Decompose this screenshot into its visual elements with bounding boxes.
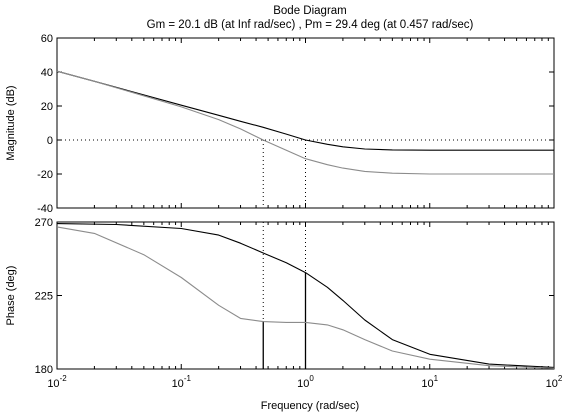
y-axis-label: Phase (deg) xyxy=(5,266,17,326)
phase-plot: 180 225 270 Phase (deg) 10-2 10-1 100 101 102 xyxy=(5,217,563,390)
y-tick-label: 60 xyxy=(41,33,53,45)
series-line-1 xyxy=(56,70,554,151)
x-tick-label: 101 xyxy=(421,374,438,390)
y-tick-label: 40 xyxy=(41,67,53,79)
x-tick-label: 10-1 xyxy=(172,374,192,390)
x-tick-label: 10-2 xyxy=(47,374,67,390)
series-line-1 xyxy=(56,223,555,368)
y-tick-label: -40 xyxy=(37,203,53,215)
x-tick-label: 102 xyxy=(546,374,563,390)
series-line-2 xyxy=(56,226,555,369)
y-tick-label: -20 xyxy=(37,169,53,181)
y-tick-label: 20 xyxy=(41,101,53,113)
y-axis-label: Magnitude (dB) xyxy=(5,85,17,160)
y-tick-label: 0 xyxy=(47,135,53,147)
series-line-2 xyxy=(56,70,554,175)
chart-title: Bode Diagram xyxy=(273,5,347,17)
x-tick-label: 100 xyxy=(297,374,314,390)
y-tick-label: 270 xyxy=(35,217,53,229)
plot-frame xyxy=(56,37,555,209)
y-tick-label: 180 xyxy=(35,364,53,376)
chart-subtitle: Gm = 20.1 dB (at Inf rad/sec) , Pm = 29.… xyxy=(147,19,474,31)
y-tick-label: 225 xyxy=(35,291,53,303)
x-axis-label: Frequency (rad/sec) xyxy=(261,400,359,412)
magnitude-plot: -40 -20 0 20 40 60 Magnitude (dB) xyxy=(5,33,555,215)
